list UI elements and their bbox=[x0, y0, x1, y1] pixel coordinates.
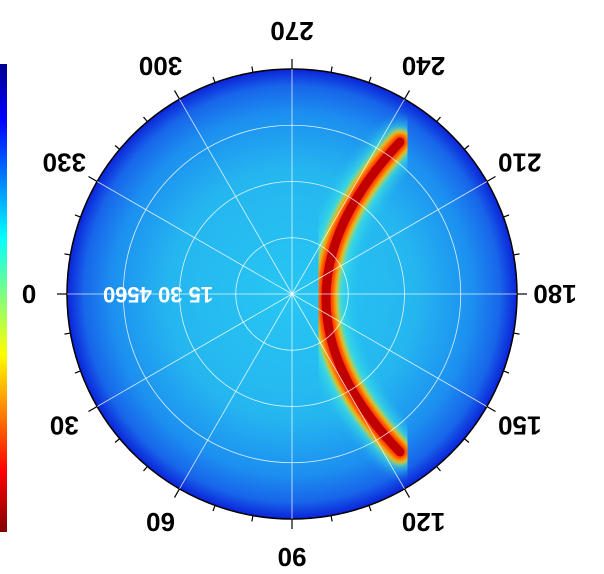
angle-label-60: 60 bbox=[146, 507, 175, 537]
angle-label-270: 270 bbox=[270, 16, 313, 46]
arc-core bbox=[321, 137, 405, 457]
tick-mark-300 bbox=[173, 90, 181, 100]
tick-mark-40 bbox=[114, 438, 121, 443]
tick-marks bbox=[57, 59, 527, 529]
grid-spoke-210 bbox=[291, 181, 488, 295]
grid-spoke-330 bbox=[96, 181, 293, 295]
grid-spoke-120 bbox=[291, 293, 405, 490]
angle-label-240: 240 bbox=[402, 51, 445, 81]
angular-tick-labels: 0 30 60 90 120 150 180 210 240 270 300 330 bbox=[22, 16, 577, 572]
angle-label-30: 30 bbox=[50, 411, 79, 441]
angle-label-180: 180 bbox=[533, 279, 576, 309]
tick-mark-170 bbox=[513, 332, 520, 335]
tick-mark-100 bbox=[330, 515, 333, 522]
radial-tick-labels: 15 30 4560 bbox=[103, 282, 213, 307]
colorbar bbox=[0, 64, 7, 532]
grid-spoke-60 bbox=[179, 293, 293, 490]
grid-spoke-30 bbox=[96, 293, 293, 407]
tick-mark-80 bbox=[251, 515, 254, 522]
tick-mark-130 bbox=[436, 465, 441, 472]
angle-label-0: 0 bbox=[22, 279, 36, 309]
tick-mark-160 bbox=[503, 370, 510, 374]
tick-mark-220 bbox=[463, 145, 470, 150]
tick-mark-110 bbox=[368, 505, 372, 512]
tick-mark-320 bbox=[114, 145, 121, 150]
tick-mark-140 bbox=[463, 438, 470, 443]
angle-label-330: 330 bbox=[43, 148, 86, 178]
angle-label-120: 120 bbox=[402, 507, 445, 537]
angle-label-90: 90 bbox=[278, 542, 307, 572]
tick-mark-50 bbox=[143, 465, 148, 472]
angle-label-150: 150 bbox=[498, 411, 541, 441]
tick-mark-310 bbox=[143, 116, 148, 123]
tick-mark-20 bbox=[74, 370, 81, 374]
tick-mark-250 bbox=[368, 76, 372, 83]
tick-mark-260 bbox=[330, 66, 333, 73]
grid-spoke-150 bbox=[291, 293, 488, 407]
tick-mark-230 bbox=[436, 116, 441, 123]
angle-label-300: 300 bbox=[139, 51, 182, 81]
grid-spoke-300 bbox=[179, 98, 293, 295]
tick-mark-330 bbox=[88, 175, 98, 183]
polar-grid bbox=[67, 69, 517, 519]
tick-mark-30 bbox=[88, 405, 98, 413]
tick-mark-350 bbox=[64, 253, 71, 256]
tick-mark-10 bbox=[64, 332, 71, 335]
grid-spoke-240 bbox=[291, 98, 405, 295]
tick-mark-70 bbox=[212, 505, 216, 512]
tick-mark-340 bbox=[74, 214, 81, 218]
tick-mark-190 bbox=[513, 253, 520, 256]
tick-mark-290 bbox=[212, 76, 216, 83]
tick-mark-60 bbox=[173, 488, 181, 498]
tick-mark-210 bbox=[486, 175, 496, 183]
tick-mark-120 bbox=[403, 488, 411, 498]
tick-mark-240 bbox=[403, 90, 411, 100]
tick-mark-150 bbox=[486, 405, 496, 413]
tick-mark-280 bbox=[251, 66, 254, 73]
tick-mark-200 bbox=[503, 214, 510, 218]
angle-label-210: 210 bbox=[498, 148, 541, 178]
